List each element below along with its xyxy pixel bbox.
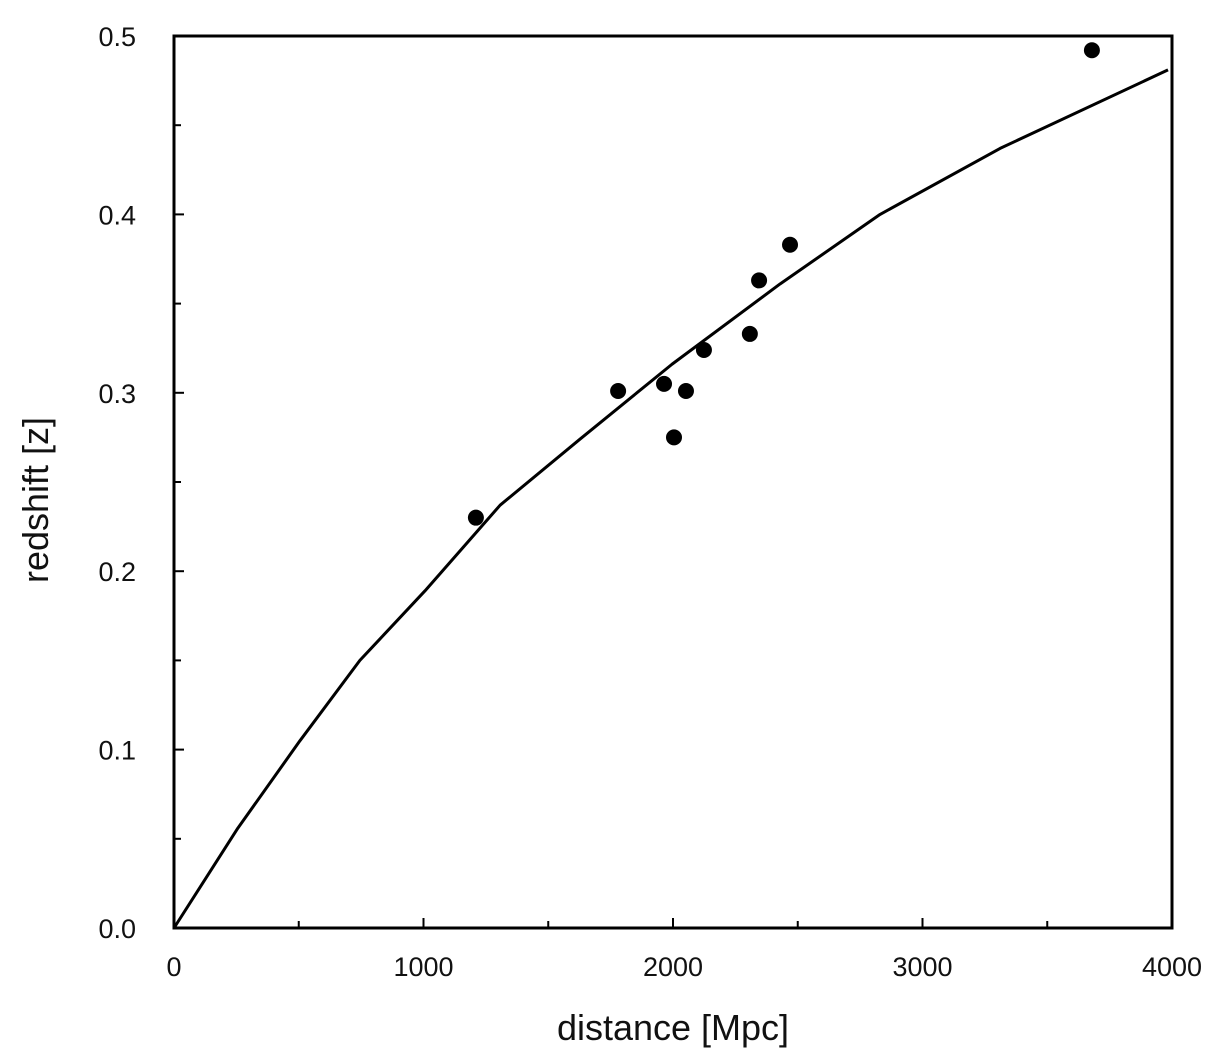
y-tick-label: 0.4 xyxy=(98,200,136,230)
x-axis-ticks xyxy=(297,918,1049,928)
data-points xyxy=(467,42,1100,526)
model-curve-line xyxy=(172,68,1169,929)
plot-frame xyxy=(172,34,1174,930)
y-tick-label: 0.2 xyxy=(98,557,136,587)
data-point xyxy=(610,383,627,400)
data-point xyxy=(782,236,799,253)
x-axis-tick-labels: 0 1000 2000 3000 4000 xyxy=(166,952,1202,982)
y-axis-ticks xyxy=(174,124,184,840)
x-tick-label: 3000 xyxy=(892,952,952,982)
y-tick-label: 0.1 xyxy=(98,736,136,766)
data-point xyxy=(665,429,682,446)
y-tick-label: 0.5 xyxy=(98,22,136,52)
x-tick-label: 1000 xyxy=(393,952,453,982)
data-point xyxy=(695,341,712,358)
x-axis-title: distance [Mpc] xyxy=(557,1007,789,1048)
y-tick-label: 0.3 xyxy=(98,379,136,409)
y-axis-title: redshift [z] xyxy=(15,417,56,583)
data-point xyxy=(1083,42,1100,59)
y-tick-label: 0.0 xyxy=(98,914,136,944)
x-tick-label: 4000 xyxy=(1142,952,1202,982)
data-point xyxy=(677,383,694,400)
y-axis-tick-labels: 0.0 0.1 0.2 0.3 0.4 0.5 xyxy=(98,22,136,944)
data-point xyxy=(467,509,484,526)
data-point xyxy=(751,272,768,289)
data-point xyxy=(741,325,758,342)
x-tick-label: 2000 xyxy=(643,952,703,982)
x-tick-label: 0 xyxy=(166,952,181,982)
data-point xyxy=(656,375,673,392)
